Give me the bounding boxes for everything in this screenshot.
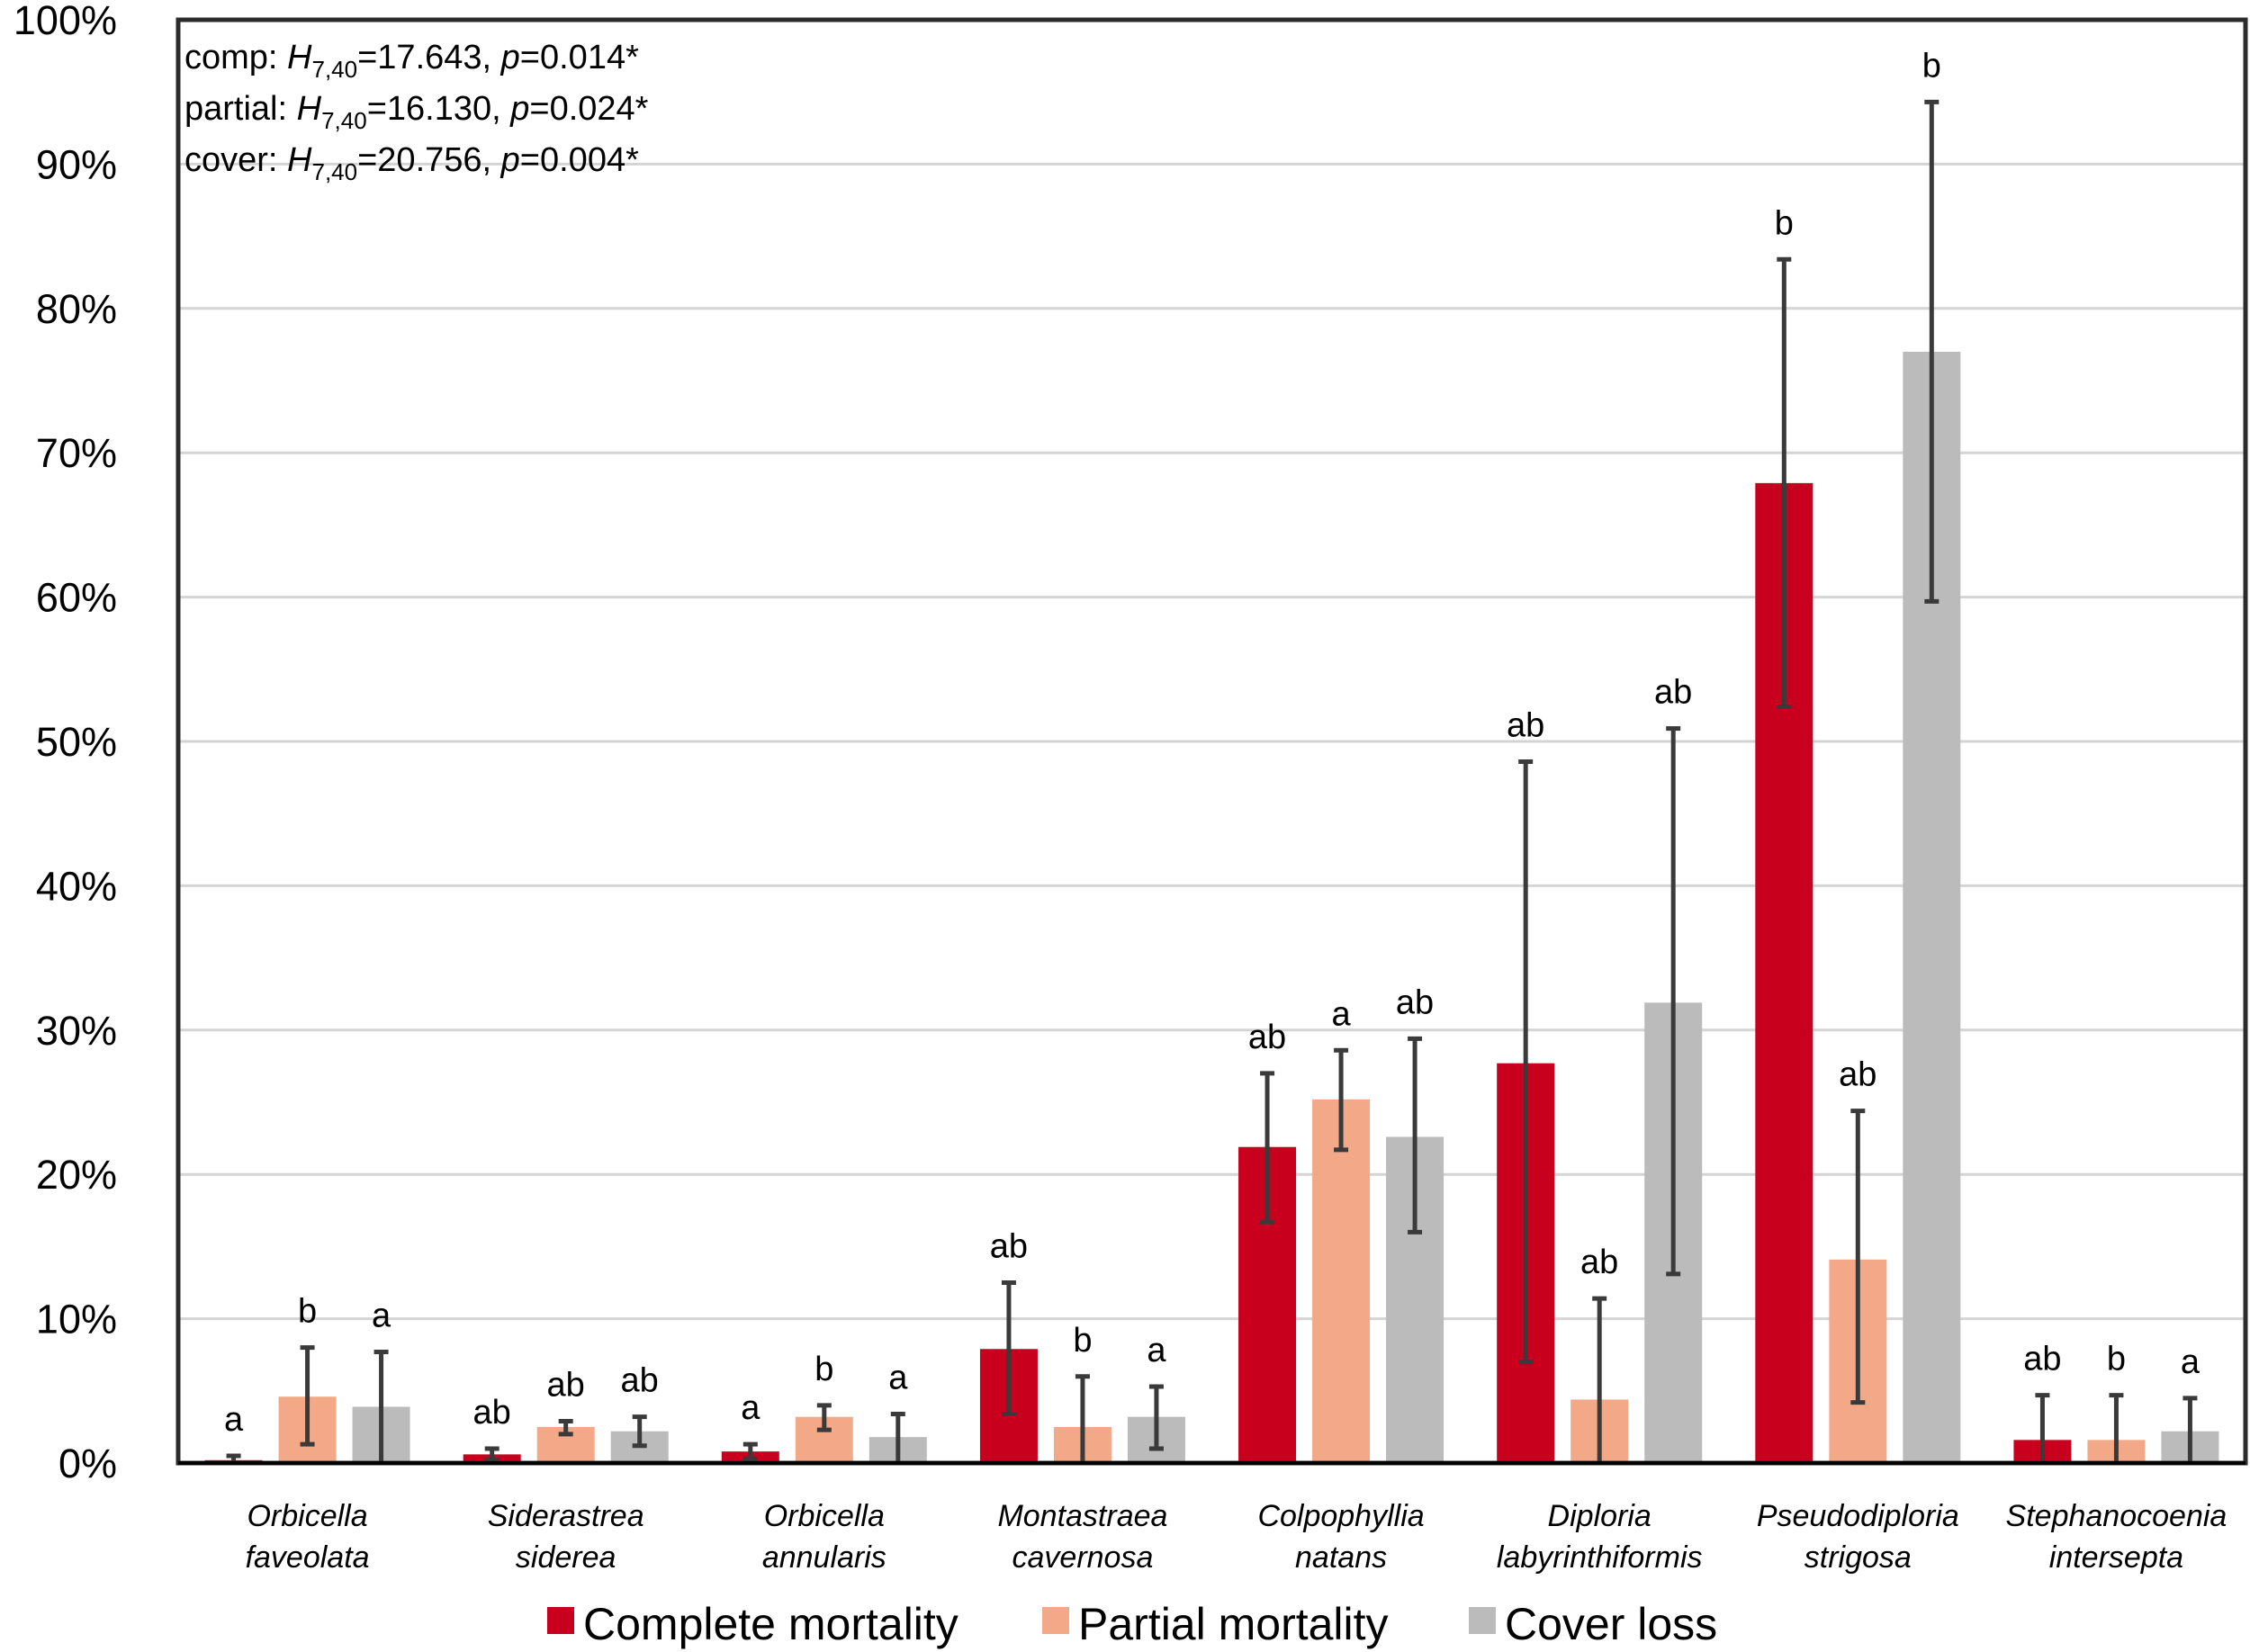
category-label: cavernosa	[1012, 1540, 1154, 1575]
category-label: Siderastrea	[488, 1499, 644, 1533]
bars	[204, 351, 2219, 1463]
legend-swatch	[1469, 1607, 1496, 1634]
significance-letter: a	[1147, 1332, 1166, 1369]
significance-letter: ab	[547, 1366, 585, 1404]
significance-letter: ab	[2023, 1341, 2061, 1378]
stat-symbol: H	[287, 39, 312, 76]
significance-letter: b	[2107, 1341, 2126, 1378]
stat-symbol: H	[297, 90, 322, 128]
stat-line: cover: H7,40=20.756, p=0.004*	[184, 141, 639, 185]
y-tick-label: 70%	[36, 430, 117, 476]
p-symbol: p	[500, 39, 520, 76]
category-label: Diploria	[1548, 1499, 1652, 1533]
stat-symbol: H	[287, 141, 312, 179]
category-label: Pseudodiploria	[1757, 1499, 1959, 1533]
significance-letter: a	[224, 1401, 244, 1439]
significance-letter: ab	[990, 1228, 1028, 1266]
significance-letter: a	[2181, 1343, 2200, 1381]
p-value: =0.024*	[529, 90, 648, 128]
gridlines	[178, 162, 2246, 1321]
category-label: siderea	[516, 1540, 616, 1575]
y-tick-label: 90%	[36, 141, 117, 187]
significance-letter: ab	[1507, 706, 1544, 744]
y-tick-label: 80%	[36, 286, 117, 332]
legend-swatch	[547, 1607, 574, 1634]
legend-label: Complete mortality	[583, 1599, 958, 1649]
category-label: natans	[1295, 1540, 1387, 1575]
significance-letter: ab	[1839, 1056, 1876, 1094]
y-tick-label: 50%	[36, 719, 117, 765]
stat-group-label: cover:	[184, 141, 287, 179]
category-label: annularis	[762, 1540, 886, 1575]
category-label: Orbicella	[247, 1499, 367, 1533]
y-axis-tick-labels: 0% 10% 20% 30% 40% 50% 60% 70% 80% 90% 100%	[14, 0, 117, 1486]
p-value: =0.004*	[520, 141, 639, 179]
category-label: Orbicella	[764, 1499, 885, 1533]
significance-letter: ab	[1580, 1243, 1618, 1281]
error-bars	[226, 99, 2198, 1466]
category-label: Montastraea	[997, 1499, 1167, 1533]
legend-label: Partial mortality	[1078, 1599, 1389, 1649]
significance-letter: b	[298, 1293, 317, 1331]
significance-letter: ab	[1396, 983, 1434, 1021]
significance-letter: a	[372, 1297, 392, 1334]
category-label: Stephanocoenia	[2006, 1499, 2228, 1533]
significance-letter: b	[1073, 1322, 1092, 1360]
category-label: labyrinthiformis	[1497, 1540, 1703, 1575]
legend-label: Cover loss	[1505, 1599, 1717, 1649]
significance-letter: ab	[621, 1362, 659, 1400]
significance-letter: b	[1922, 47, 1941, 85]
y-tick-label: 0%	[58, 1441, 117, 1486]
y-tick-label: 60%	[36, 575, 117, 621]
significance-letter: a	[888, 1359, 908, 1396]
p-value: =0.014*	[520, 39, 639, 76]
legend: Complete mortality Partial mortality Cover…	[547, 1599, 1717, 1649]
y-tick-label: 100%	[14, 0, 117, 43]
significance-letter: b	[1775, 204, 1794, 242]
legend-swatch	[1042, 1607, 1069, 1634]
stat-line: comp: H7,40=17.643, p=0.014*	[184, 39, 639, 83]
stat-line: partial: H7,40=16.130, p=0.024*	[184, 90, 649, 134]
significance-letter: ab	[473, 1394, 511, 1432]
significance-letter: a	[741, 1389, 760, 1427]
p-symbol: p	[509, 90, 529, 128]
significance-letter: ab	[1654, 674, 1692, 712]
category-label: Colpophyllia	[1257, 1499, 1424, 1533]
category-label: faveolata	[246, 1540, 370, 1575]
category-label: strigosa	[1804, 1540, 1912, 1575]
y-tick-label: 20%	[36, 1152, 117, 1198]
stat-value: =20.756,	[357, 141, 501, 179]
y-tick-label: 30%	[36, 1008, 117, 1054]
stat-group-label: partial:	[184, 90, 297, 128]
significance-letter: a	[1331, 995, 1351, 1033]
stat-subscript: 7,40	[321, 107, 367, 134]
y-tick-label: 10%	[36, 1297, 117, 1342]
significance-letter: b	[814, 1351, 833, 1388]
statistics-annotation: comp: H7,40=17.643, p=0.014*partial: H7,…	[184, 39, 649, 185]
p-symbol: p	[500, 141, 520, 179]
stat-value: =16.130,	[367, 90, 511, 128]
bar	[1312, 1099, 1371, 1463]
stat-subscript: 7,40	[312, 56, 358, 83]
stat-group-label: comp:	[184, 39, 287, 76]
stat-subscript: 7,40	[312, 158, 358, 185]
x-axis-category-labels: Orbicella faveolata Siderastrea siderea Orbi…	[246, 1499, 2228, 1575]
stat-value: =17.643,	[357, 39, 501, 76]
y-tick-label: 40%	[36, 863, 117, 909]
category-label: intersepta	[2049, 1540, 2183, 1575]
significance-letter: ab	[1248, 1019, 1286, 1056]
